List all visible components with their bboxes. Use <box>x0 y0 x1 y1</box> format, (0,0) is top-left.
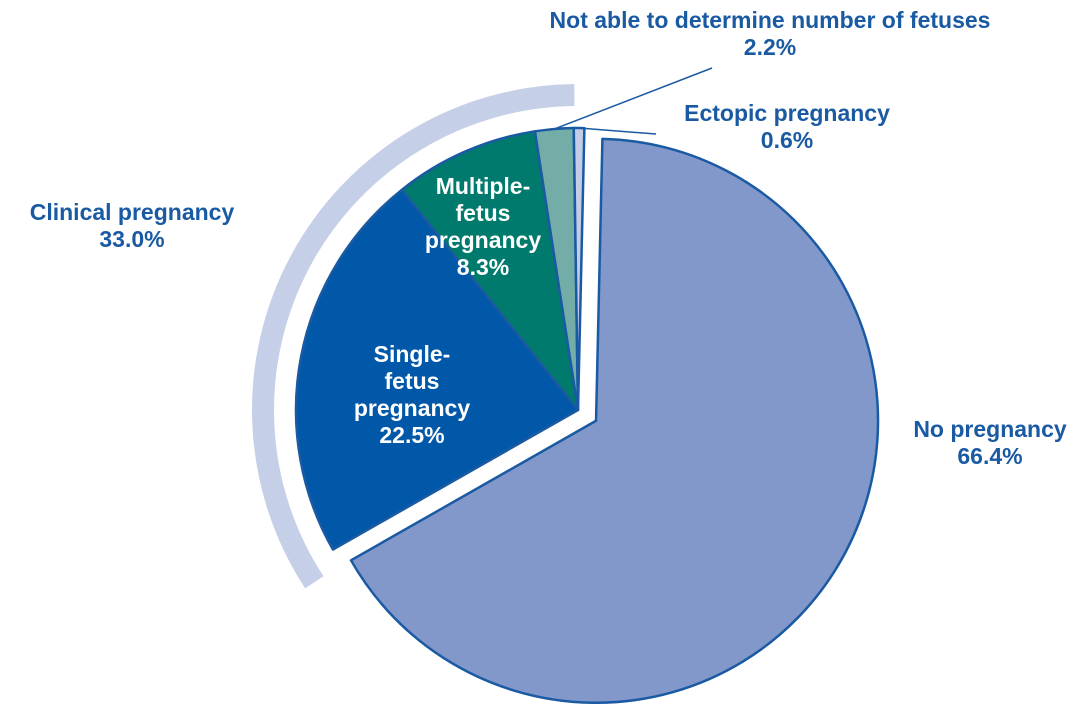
slice-label-multiple-fetus-pregnancy-line: pregnancy <box>425 227 542 253</box>
leader-line-ectopic-pregnancy <box>579 127 657 135</box>
group-label-clinical-pregnancy: Clinical pregnancy 33.0% <box>30 199 235 252</box>
slice-label-no-pregnancy-line: No pregnancy <box>913 416 1067 442</box>
clinical-pregnancy-bracket <box>252 84 575 589</box>
leader-line-not-able-to-determine <box>554 67 713 130</box>
slice-label-ectopic-pregnancy-line: 0.6% <box>761 127 813 153</box>
slice-label-multiple-fetus-pregnancy-line: 8.3% <box>457 254 509 280</box>
group-label-clinical-pregnancy-line: Clinical pregnancy <box>30 199 235 225</box>
slice-label-not-able-to-determine: Not able to determine number of fetuses 2… <box>550 7 991 60</box>
slice-label-multiple-fetus-pregnancy-line: Multiple- <box>436 173 531 199</box>
slice-label-multiple-fetus-pregnancy: Multiple-fetus pregnancy 8.3% <box>425 173 542 280</box>
slice-label-single-fetus-pregnancy-line: Single- <box>374 341 451 367</box>
slice-label-single-fetus-pregnancy-line: fetus <box>385 368 440 394</box>
group-label-clinical-pregnancy-line: 33.0% <box>99 226 164 252</box>
slice-label-ectopic-pregnancy-line: Ectopic pregnancy <box>684 100 890 126</box>
slice-label-ectopic-pregnancy: Ectopic pregnancy 0.6% <box>684 100 890 153</box>
pie-slice-multiple-fetus-pregnancy <box>400 130 580 412</box>
slice-label-no-pregnancy: No pregnancy 66.4% <box>913 416 1067 469</box>
slice-label-single-fetus-pregnancy-line: pregnancy <box>354 395 471 421</box>
slice-label-single-fetus-pregnancy-line: 22.5% <box>379 422 444 448</box>
slice-label-not-able-to-determine-line: Not able to determine number of fetuses <box>550 7 991 33</box>
slice-label-single-fetus-pregnancy: Single-fetus pregnancy 22.5% <box>354 341 471 448</box>
slice-label-multiple-fetus-pregnancy-line: fetus <box>456 200 511 226</box>
slice-label-no-pregnancy-line: 66.4% <box>957 443 1022 469</box>
pie-slice-no-pregnancy <box>349 137 880 704</box>
slice-label-not-able-to-determine-line: 2.2% <box>744 34 796 60</box>
pie-slice-single-fetus-pregnancy <box>294 188 580 551</box>
